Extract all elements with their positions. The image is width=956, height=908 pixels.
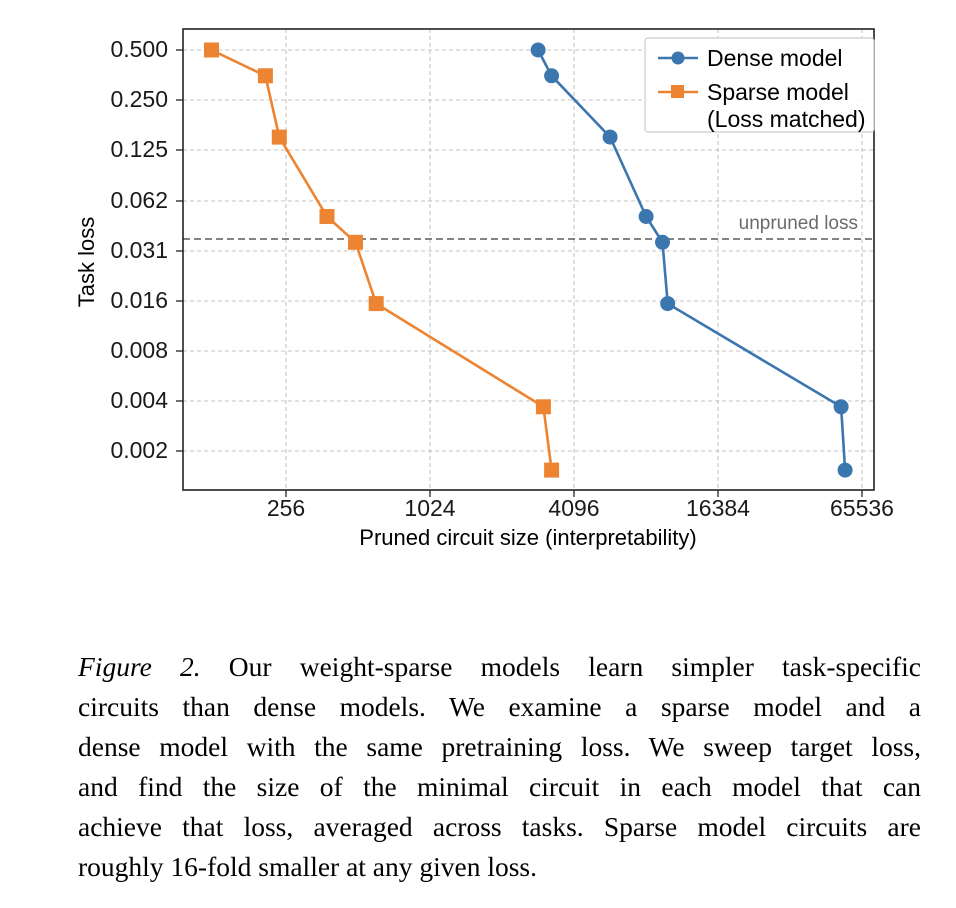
- svg-text:0.004: 0.004: [110, 387, 168, 413]
- svg-text:Dense model: Dense model: [707, 45, 843, 71]
- svg-text:0.016: 0.016: [110, 287, 168, 313]
- svg-text:Task loss: Task loss: [74, 217, 99, 307]
- svg-text:16384: 16384: [686, 495, 750, 521]
- svg-text:Sparse model: Sparse model: [707, 79, 849, 105]
- svg-text:0.031: 0.031: [110, 237, 168, 263]
- svg-text:unpruned loss: unpruned loss: [739, 213, 858, 234]
- svg-text:0.062: 0.062: [110, 187, 168, 213]
- svg-text:256: 256: [267, 495, 305, 521]
- svg-text:Pruned circuit size (interpret: Pruned circuit size (interpretability): [359, 525, 696, 550]
- svg-text:(Loss matched): (Loss matched): [707, 106, 866, 132]
- svg-text:0.008: 0.008: [110, 337, 168, 363]
- svg-text:0.125: 0.125: [110, 136, 168, 162]
- svg-text:65536: 65536: [830, 495, 894, 521]
- svg-text:0.500: 0.500: [110, 36, 168, 62]
- svg-text:1024: 1024: [404, 495, 455, 521]
- svg-text:0.002: 0.002: [110, 437, 168, 463]
- svg-text:0.250: 0.250: [110, 86, 168, 112]
- svg-text:4096: 4096: [548, 495, 599, 521]
